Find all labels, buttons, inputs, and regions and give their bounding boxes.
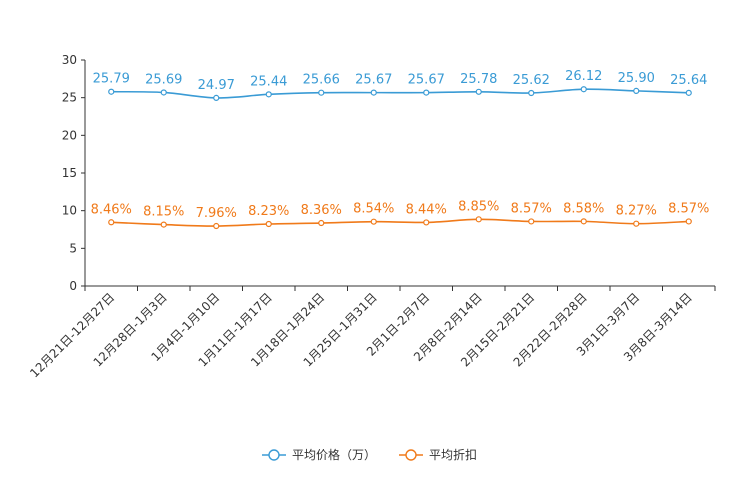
series-1: 25.79 25.69 24.97 25.44 25.66 25.67 25.67 25.78… [93,69,707,101]
x-tick-label: 12月21日-12月27日 [27,290,117,380]
data-label: 8.85% [458,199,499,214]
data-label: 8.23% [248,204,289,219]
y-tick-label: 5 [69,241,77,255]
data-label: 25.67 [408,73,445,88]
data-label: 8.54% [353,202,394,217]
series-line [111,218,689,227]
y-tick-label: 10 [62,204,77,218]
data-point [528,89,535,97]
legend-item-1[interactable]: 平均价格（万） [262,447,376,462]
data-label: 8.46% [91,202,132,217]
data-point [423,219,430,226]
data-point [370,218,377,225]
series-2: 8.46% 8.15% 7.96% 8.23% 8.36% 8.54% 8.44% 8.85%… [91,199,709,230]
y-tick-label: 0 [69,279,77,293]
data-label: 24.97 [198,78,235,93]
data-point [213,222,220,230]
data-point [528,218,535,225]
data-point [580,86,587,93]
data-point [633,220,640,227]
data-point [108,219,115,226]
data-label: 8.36% [301,203,342,218]
y-tick-label: 20 [62,128,77,142]
y-tick-label: 25 [62,91,77,105]
data-point [423,89,430,96]
data-label: 8.27% [616,204,657,219]
data-point [685,218,692,225]
data-label: 8.15% [143,205,184,220]
data-label: 8.57% [668,201,709,216]
y-tick-label: 15 [62,166,77,180]
data-label: 8.44% [406,202,447,217]
y-axis-ticks: 0 5 10 15 20 25 30 [62,53,85,293]
legend-marker-icon [405,449,417,461]
legend: 平均价格（万） 平均折扣 [262,447,477,462]
data-label: 8.57% [511,201,552,216]
data-label: 25.69 [145,72,182,87]
legend-label: 平均价格（万） [292,447,376,462]
data-label: 25.62 [513,73,550,88]
data-point [475,88,482,95]
data-point [318,219,325,227]
series-layer: 25.79 25.69 24.97 25.44 25.66 25.67 25.67 25.78… [91,69,709,230]
data-point [580,218,587,225]
data-point [160,89,167,96]
data-point [318,89,325,96]
data-point [213,94,220,101]
data-label: 25.66 [303,73,340,88]
y-tick-label: 30 [62,53,77,67]
data-label: 25.78 [460,72,497,87]
data-label: 25.64 [670,73,707,88]
data-label: 25.79 [93,72,130,87]
legend-item-2[interactable]: 平均折扣 [399,447,477,462]
data-point [108,88,115,95]
data-label: 7.96% [196,206,237,221]
series-line [111,88,689,99]
data-point [370,89,377,96]
data-point [265,91,272,98]
data-label: 25.67 [355,73,392,88]
data-point [633,87,640,94]
legend-label: 平均折扣 [429,447,477,462]
data-point [160,221,167,228]
data-label: 25.90 [618,71,655,86]
legend-marker-icon [268,449,280,461]
data-label: 25.44 [250,74,287,89]
data-point [475,216,482,223]
data-label: 8.58% [563,201,604,216]
data-point [685,89,692,96]
data-label: 26.12 [565,69,602,84]
x-axis-ticks: 12月21日-12月27日12月28日-1月3日1月4日-1月10日1月11日-… [27,286,716,380]
data-point [265,220,272,228]
